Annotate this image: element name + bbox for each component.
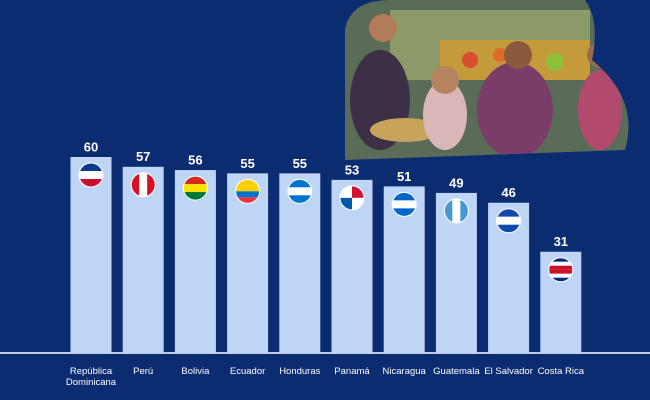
flag xyxy=(391,191,417,217)
flag-part xyxy=(452,198,461,223)
value-label: 55 xyxy=(293,156,307,171)
value-label: 60 xyxy=(84,139,98,154)
bar xyxy=(70,157,112,353)
bar xyxy=(122,166,164,353)
flag-part xyxy=(548,261,573,266)
flag-body xyxy=(444,198,469,223)
flag-rim xyxy=(339,185,365,211)
value-label: 49 xyxy=(449,175,463,190)
flag-part xyxy=(496,216,521,225)
flag-body xyxy=(183,176,208,201)
flag xyxy=(443,198,469,224)
category-label: El Salvador xyxy=(484,366,533,377)
flag-part xyxy=(183,184,208,193)
flag-part xyxy=(287,195,312,204)
flag-part xyxy=(548,273,573,278)
flag-rim xyxy=(130,172,156,198)
flag-part xyxy=(235,191,260,198)
flag-part xyxy=(139,172,148,197)
category-label: Bolivia xyxy=(181,366,210,377)
flag xyxy=(130,172,156,198)
flag-part xyxy=(548,265,573,270)
flag-rim xyxy=(496,208,522,234)
flag xyxy=(548,257,574,283)
flag xyxy=(287,178,313,204)
category-label: Perú xyxy=(133,366,154,377)
flag-rim xyxy=(287,178,313,204)
category-label: Guatemala xyxy=(433,366,480,377)
flag-part xyxy=(444,198,453,223)
category-label: Panamá xyxy=(334,366,370,377)
flag-part xyxy=(548,257,573,262)
flag-part xyxy=(79,171,103,179)
flag-body xyxy=(235,179,260,204)
value-label: 55 xyxy=(240,156,254,171)
flag-part xyxy=(183,192,208,201)
flag-body xyxy=(548,257,573,282)
category-label: República Dominicana xyxy=(65,366,117,388)
flag-body xyxy=(496,208,521,233)
category-label: Nicaragua xyxy=(382,366,426,377)
value-label: 56 xyxy=(188,153,202,168)
flag-part xyxy=(235,179,260,186)
flag-rim xyxy=(235,178,261,204)
flag-rim xyxy=(78,162,104,188)
category-label: Ecuador xyxy=(229,366,266,377)
flag-part xyxy=(287,187,312,196)
flag-rim xyxy=(182,175,208,201)
flag-rim xyxy=(548,257,574,283)
flag-part xyxy=(287,179,312,188)
category-label: Honduras xyxy=(279,366,321,377)
flag-part xyxy=(496,208,521,217)
flag-body xyxy=(79,163,103,187)
flag-part xyxy=(460,198,469,223)
value-label: 51 xyxy=(397,169,411,184)
flag-part xyxy=(79,179,103,187)
flag xyxy=(78,162,104,188)
flag-part xyxy=(548,269,573,274)
flag xyxy=(235,178,261,204)
value-label: 31 xyxy=(554,234,568,249)
flag-part xyxy=(392,208,417,217)
flag-part xyxy=(235,185,260,192)
value-label: 57 xyxy=(136,149,150,164)
flag xyxy=(496,208,522,234)
market-photo xyxy=(345,0,629,160)
flag-part xyxy=(392,192,417,201)
flag-part xyxy=(183,176,208,185)
flag-rim xyxy=(443,198,469,224)
flag-body xyxy=(392,192,417,217)
flag-part xyxy=(79,163,103,171)
flag-part xyxy=(131,172,140,197)
value-label: 46 xyxy=(501,185,515,200)
flag-body xyxy=(287,179,312,204)
flag-part xyxy=(147,172,156,197)
flag xyxy=(339,185,365,211)
flag-rim xyxy=(391,191,417,217)
flag-body xyxy=(131,172,156,197)
category-label: Costa Rica xyxy=(537,366,585,377)
value-label: 53 xyxy=(345,162,359,177)
flag xyxy=(182,175,208,201)
flag-part xyxy=(392,200,417,209)
flag-part xyxy=(548,277,573,282)
flag-part xyxy=(496,224,521,233)
flag-part xyxy=(235,197,260,204)
